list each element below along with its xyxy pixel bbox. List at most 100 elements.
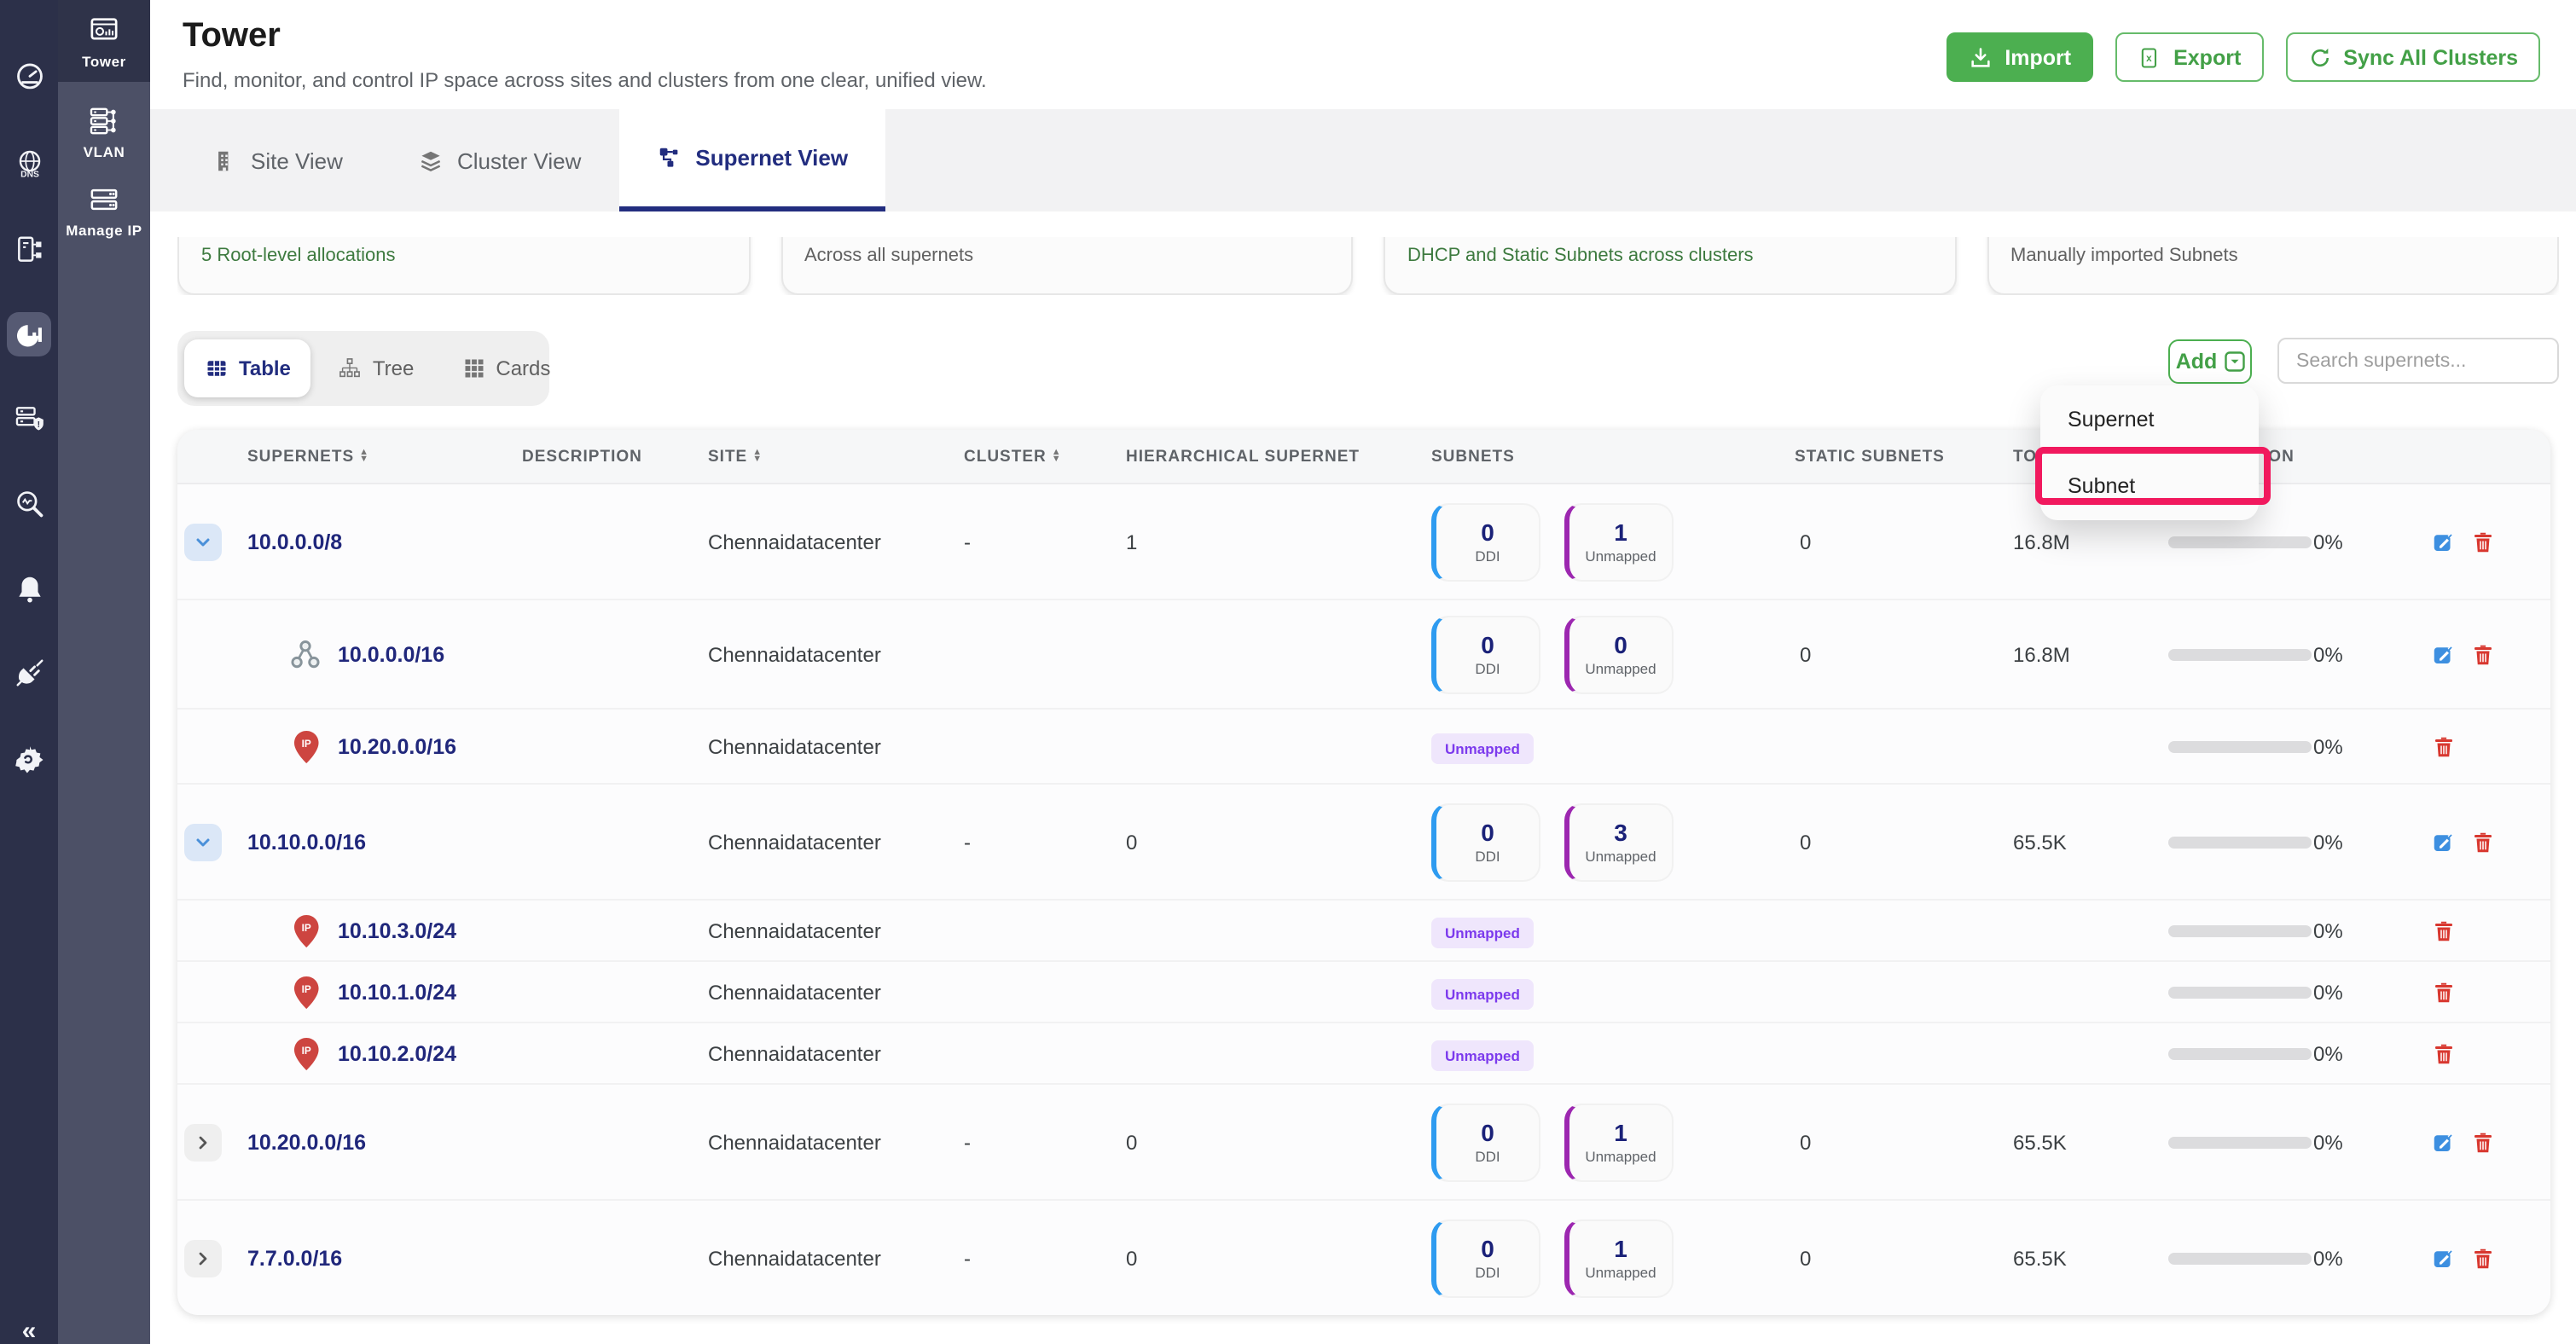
delete-button[interactable] [2470, 1246, 2496, 1272]
notifications-bell-icon[interactable] [0, 559, 58, 617]
sort-icon: ▲▼ [359, 449, 369, 464]
refresh-icon [2307, 45, 2331, 69]
supernet-link[interactable]: 10.20.0.0/16 [247, 1127, 366, 1157]
delete-icon [2431, 733, 2457, 759]
ipam-analytics-icon[interactable] [7, 312, 51, 356]
edit-icon [2431, 829, 2457, 854]
col-header-site[interactable]: SITE▲▼ [708, 447, 763, 466]
search-input[interactable] [2277, 338, 2559, 384]
edit-button[interactable] [2431, 1246, 2457, 1272]
delete-button[interactable] [2470, 1129, 2496, 1155]
col-header-cluster[interactable]: CLUSTER▲▼ [964, 447, 1062, 466]
edit-icon [2431, 641, 2457, 667]
edit-button[interactable] [2431, 1129, 2457, 1155]
svg-text:DNS: DNS [20, 169, 38, 178]
delete-button[interactable] [2470, 529, 2496, 554]
supernet-link[interactable]: 10.10.0.0/16 [247, 826, 366, 857]
ddi-chip: 0DDI [1431, 1103, 1540, 1181]
module-label: Manage IP [66, 221, 142, 238]
integrations-plug-icon[interactable] [0, 643, 58, 701]
svg-text:IP: IP [302, 737, 311, 749]
module-manage-ip[interactable]: Manage IP [58, 171, 150, 249]
stat-card-dhcp-static: DHCP and Static Subnets across clusters [1384, 237, 1956, 295]
subnet-link[interactable]: 10.10.3.0/24 [338, 915, 456, 946]
export-button[interactable]: x Export [2115, 32, 2263, 82]
tab-site-view[interactable]: Site View [174, 109, 380, 211]
supernet-link[interactable]: 10.0.0.0/8 [247, 526, 342, 557]
supernet-link[interactable]: 10.0.0.0/16 [338, 639, 444, 669]
subnet-link[interactable]: 10.10.2.0/24 [338, 1038, 456, 1069]
row-actions [2431, 641, 2496, 667]
utilization-bar [2168, 648, 2312, 660]
chevron-down-icon [193, 531, 213, 552]
edit-button[interactable] [2431, 829, 2457, 854]
menu-item-supernet[interactable]: Supernet [2040, 385, 2259, 452]
delete-icon [2431, 918, 2457, 943]
tab-supernet-view[interactable]: Supernet View [618, 109, 885, 211]
hierarchical-supernet-cell: 0 [1126, 1127, 1137, 1157]
server-alert-icon[interactable]: ! [0, 389, 58, 447]
edit-icon [2431, 1129, 2457, 1155]
delete-button[interactable] [2431, 1040, 2457, 1066]
utilization-bar [2168, 986, 2312, 998]
row-actions [2431, 733, 2457, 759]
utilization-percent: 0% [2313, 526, 2343, 557]
view-label: Table [239, 356, 291, 380]
settings-gear-icon[interactable] [0, 730, 58, 788]
delete-button[interactable] [2470, 641, 2496, 667]
collapse-sidebar-icon[interactable]: « [0, 1301, 58, 1344]
delete-icon [2470, 529, 2496, 554]
utilization-percent: 0% [2313, 1243, 2343, 1274]
subnet-link[interactable]: 10.10.1.0/24 [338, 976, 456, 1007]
utilization-bar [2168, 1047, 2312, 1059]
ddi-chip: 0DDI [1431, 1219, 1540, 1298]
expand-row-button[interactable] [184, 1123, 222, 1161]
page-header: Tower Find, monitor, and control IP spac… [150, 0, 2576, 109]
total-ips-cell: 16.8M [2013, 639, 2070, 669]
tab-cluster-view[interactable]: Cluster View [380, 109, 618, 211]
subnet-link[interactable]: 10.20.0.0/16 [338, 731, 456, 762]
utilization-percent: 0% [2313, 1038, 2343, 1069]
cluster-cell: - [964, 526, 971, 557]
export-file-icon: x [2138, 45, 2161, 69]
delete-button[interactable] [2431, 979, 2457, 1005]
dashboard-gauge-icon[interactable] [0, 48, 58, 106]
import-button[interactable]: Import [1947, 32, 2093, 82]
edit-button[interactable] [2431, 529, 2457, 554]
delete-button[interactable] [2470, 829, 2496, 854]
delete-button[interactable] [2431, 733, 2457, 759]
module-vlan[interactable]: VLAN [58, 92, 150, 171]
sync-all-clusters-button[interactable]: Sync All Clusters [2285, 32, 2540, 82]
view-table-button[interactable]: Table [184, 339, 311, 397]
row-actions [2431, 1246, 2496, 1272]
discovery-search-icon[interactable] [0, 474, 58, 532]
utilization-percent: 0% [2313, 826, 2343, 857]
subnets-chips: 0DDI1Unmapped [1431, 1103, 1674, 1181]
host-records-icon[interactable] [0, 220, 58, 278]
add-button[interactable]: Add [2168, 339, 2252, 384]
view-tree-button[interactable]: Tree [318, 339, 434, 397]
expand-row-button[interactable] [184, 823, 222, 860]
view-cards-button[interactable]: Cards [441, 339, 571, 397]
static-subnets-cell: 0 [1800, 1127, 1811, 1157]
edit-button[interactable] [2431, 641, 2457, 667]
expand-row-button[interactable] [184, 523, 222, 560]
unmapped-chip: 1Unmapped [1564, 502, 1674, 581]
dns-globe-icon[interactable]: DNS [0, 135, 58, 193]
tab-label: Site View [251, 148, 343, 173]
site-cell: Chennaidatacenter [708, 1243, 881, 1274]
module-tower[interactable]: Tower [58, 0, 150, 82]
delete-button[interactable] [2431, 918, 2457, 943]
table-icon [205, 356, 229, 380]
col-header-supernets[interactable]: SUPERNETS▲▼ [247, 447, 369, 466]
expand-row-button[interactable] [184, 1240, 222, 1277]
utilization-bar [2168, 1253, 2312, 1265]
cards-grid-icon [461, 356, 485, 380]
export-label: Export [2173, 45, 2241, 69]
menu-item-subnet[interactable]: Subnet [2040, 452, 2259, 518]
total-ips-cell: 65.5K [2013, 1243, 2067, 1274]
building-icon [212, 148, 237, 173]
cluster-cell: - [964, 826, 971, 857]
supernet-link[interactable]: 7.7.0.0/16 [247, 1243, 342, 1274]
stats-cards: 5 Root-level allocations Across all supe… [177, 237, 2559, 295]
